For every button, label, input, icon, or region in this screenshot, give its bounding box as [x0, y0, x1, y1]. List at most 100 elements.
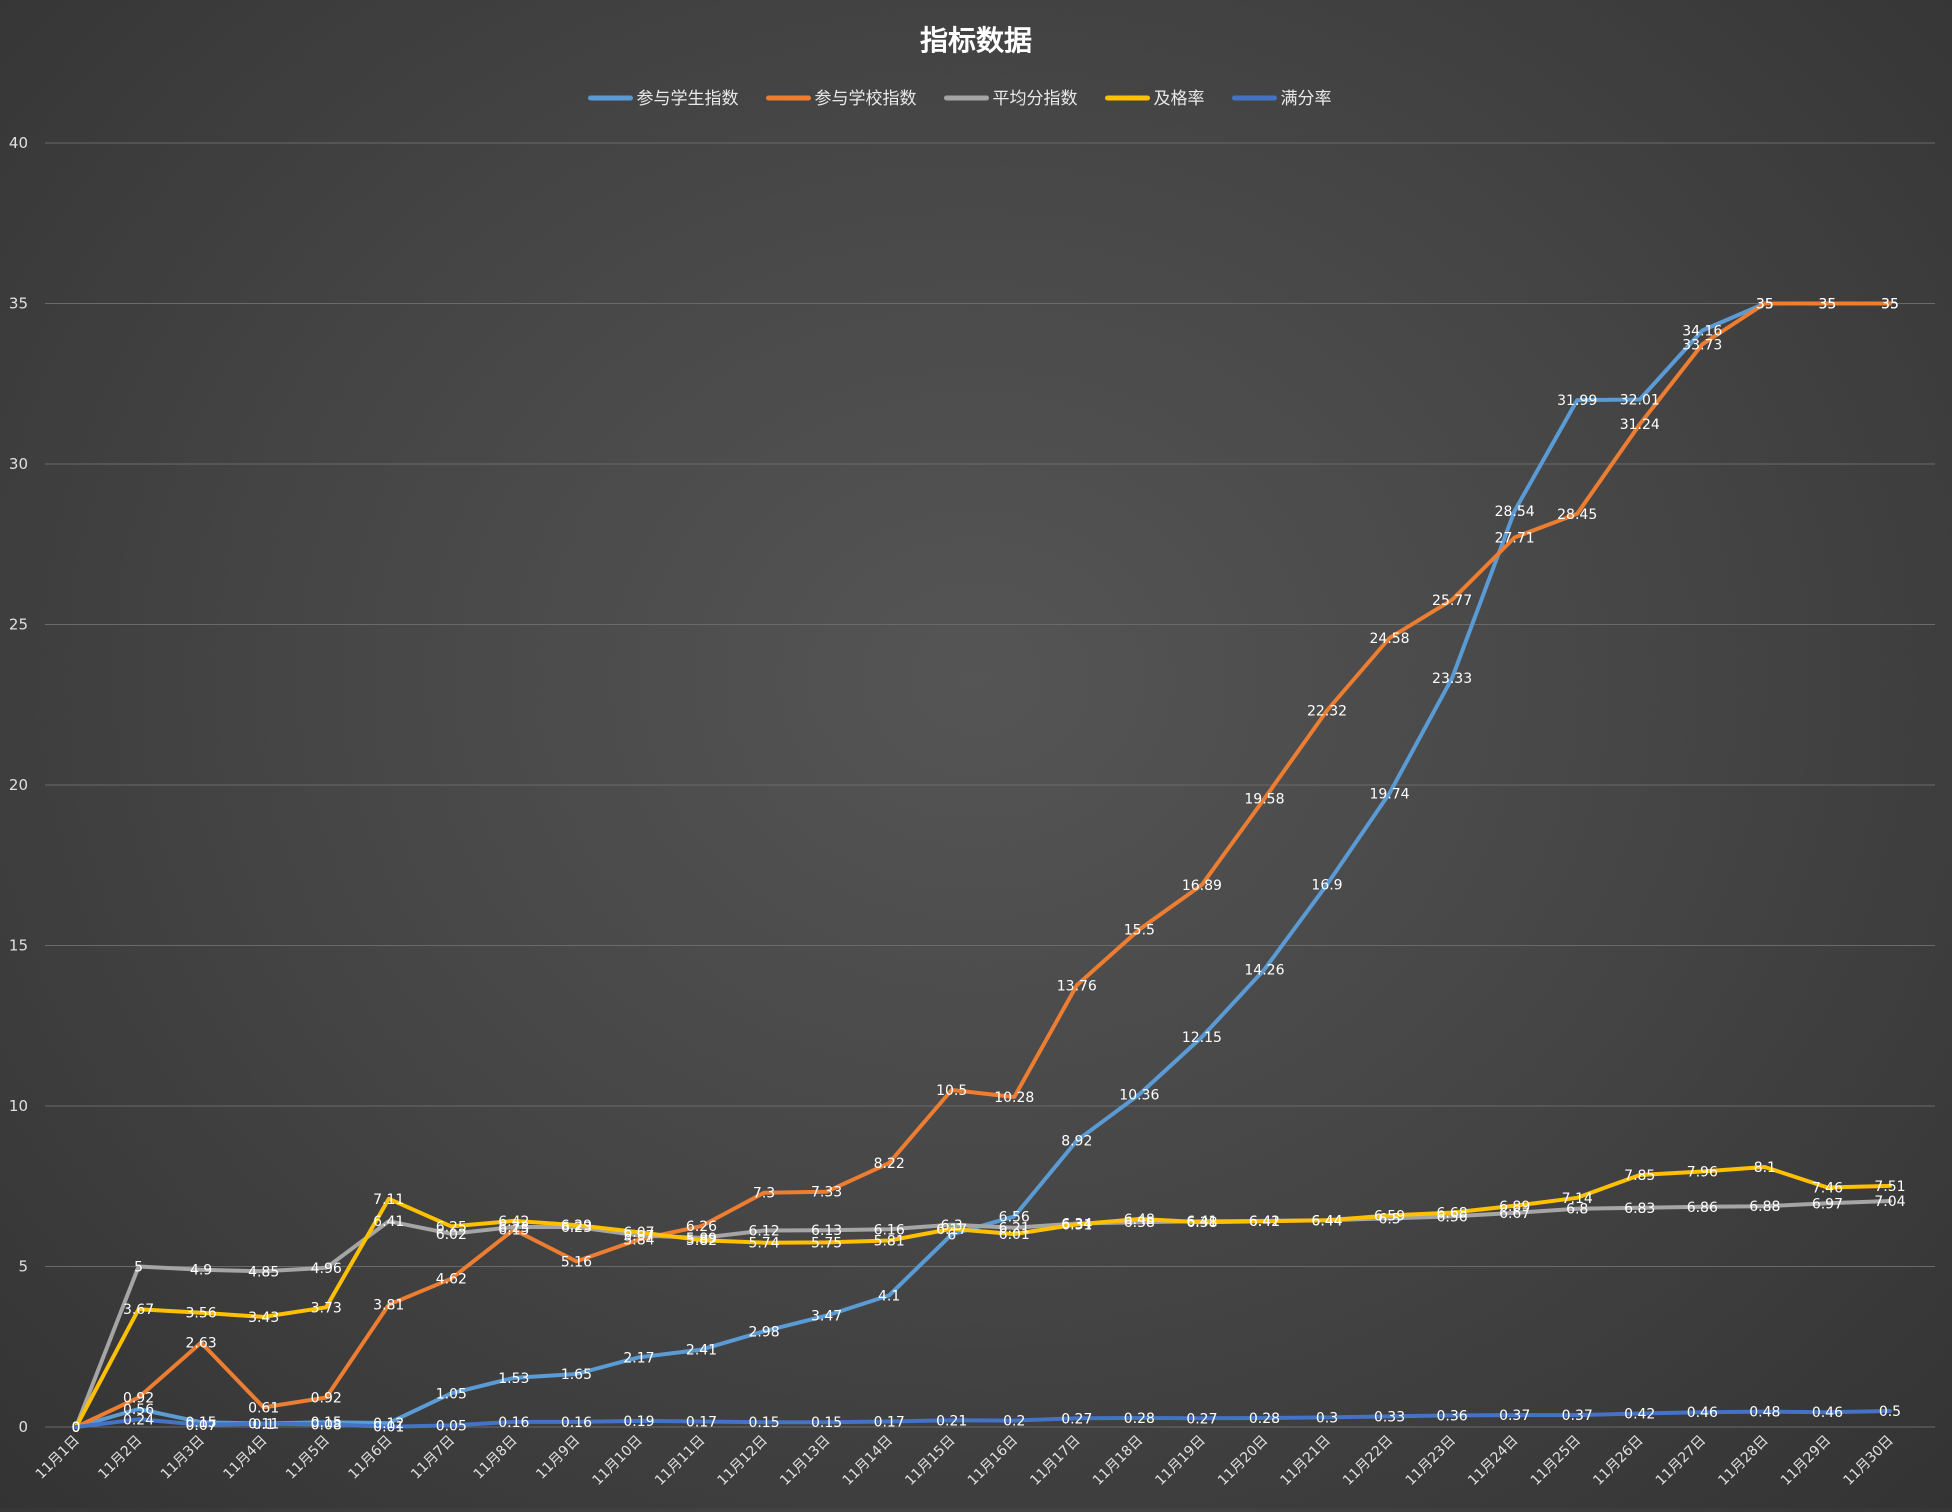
- data-label: 5.84: [623, 1233, 654, 1249]
- series-line-3: [74, 1165, 1892, 1429]
- data-label: 0.27: [1061, 1411, 1092, 1427]
- x-tick-label: 11月10日: [589, 1433, 645, 1489]
- x-tick-label: 11月5日: [283, 1433, 333, 1483]
- data-label: 6.02: [436, 1227, 467, 1243]
- data-label: 2.98: [748, 1324, 779, 1340]
- data-label: 0.08: [311, 1417, 342, 1433]
- data-label: 6.8: [1566, 1202, 1588, 1218]
- series-line-2: [74, 1199, 1892, 1429]
- x-tick-label: 11月15日: [902, 1433, 958, 1489]
- data-label: 0.17: [686, 1415, 717, 1431]
- data-label: 0: [72, 1420, 81, 1436]
- data-label: 24.58: [1370, 631, 1410, 647]
- x-tick-label: 11月13日: [777, 1433, 833, 1489]
- data-label: 23.33: [1432, 671, 1472, 687]
- data-label: 6.97: [1812, 1196, 1843, 1212]
- data-label: 6.59: [1374, 1208, 1405, 1224]
- y-tick-label: 25: [9, 616, 28, 634]
- data-label: 6.15: [498, 1223, 529, 1239]
- data-label: 0.27: [1186, 1411, 1217, 1427]
- data-label: 19.58: [1244, 791, 1284, 807]
- data-label: 5.75: [811, 1235, 842, 1251]
- data-label: 1.53: [498, 1371, 529, 1387]
- x-tick-label: 11月16日: [965, 1433, 1021, 1489]
- y-tick-label: 5: [18, 1258, 28, 1276]
- legend-item-label: 及格率: [1154, 89, 1205, 109]
- data-label: 33.73: [1682, 337, 1722, 353]
- data-label: 3.43: [248, 1310, 279, 1326]
- data-label: 8.22: [874, 1156, 905, 1172]
- data-label: 6.17: [936, 1222, 967, 1238]
- x-tick-label: 11月4日: [220, 1433, 270, 1483]
- chart-title: 指标数据: [920, 24, 1032, 57]
- data-label: 7.33: [811, 1185, 842, 1201]
- data-label: 7.14: [1562, 1191, 1593, 1207]
- data-label: 10.28: [994, 1090, 1034, 1106]
- data-label: 6.38: [1124, 1215, 1155, 1231]
- data-label: 35: [1818, 297, 1836, 313]
- data-labels: 00.560.15 0.11 0.15 0.121.051.53 1.652.17 2.4…: [72, 297, 1906, 1437]
- data-label: 0: [72, 1420, 81, 1436]
- data-label: 6.86: [1687, 1200, 1718, 1216]
- data-label: 7.3: [753, 1186, 775, 1202]
- data-label: 0.37: [1499, 1408, 1530, 1424]
- data-label: 0.46: [1687, 1405, 1718, 1421]
- data-label: 35: [1881, 297, 1899, 313]
- data-label: 16.89: [1182, 878, 1222, 894]
- x-tick-label: 11月11日: [652, 1433, 708, 1489]
- data-label: 16.9: [1311, 878, 1342, 894]
- data-label: 5.82: [686, 1233, 717, 1249]
- x-axis-ticks: 11月1日 11月2日 11月3日 11月4日 11月5日 11月6日 11月7日 11月8日…: [33, 1433, 1897, 1489]
- data-label: 6.16: [874, 1222, 905, 1238]
- data-label: 1.05: [436, 1386, 467, 1402]
- x-tick-label: 11月3日: [158, 1433, 208, 1483]
- legend: 参与学生指数 参与学校指数 平均分指数 及格率 满分率: [588, 89, 1332, 109]
- data-label: 0.21: [936, 1413, 967, 1429]
- data-label: 8.1: [1754, 1160, 1776, 1176]
- series-line-0: [74, 301, 1892, 1429]
- data-label: 6.44: [1311, 1213, 1342, 1229]
- data-label: 0.15: [186, 1415, 217, 1431]
- x-tick-label: 11月17日: [1027, 1433, 1083, 1489]
- data-label: 6.29: [561, 1218, 592, 1234]
- data-label: 0.24: [123, 1412, 154, 1428]
- data-label: 35: [1756, 297, 1774, 313]
- x-tick-label: 11月24日: [1465, 1433, 1521, 1489]
- data-label: 28.45: [1557, 507, 1597, 523]
- x-tick-label: 11月6日: [346, 1433, 396, 1483]
- legend-item-label: 参与学生指数: [637, 89, 739, 109]
- y-tick-label: 15: [9, 937, 28, 955]
- legend-item-label: 满分率: [1281, 89, 1332, 109]
- data-label: 3.73: [311, 1300, 342, 1316]
- data-label: 4.62: [436, 1272, 467, 1288]
- y-tick-label: 40: [9, 134, 28, 152]
- data-label: 0.28: [1124, 1411, 1155, 1427]
- series-lines: [74, 301, 1892, 1429]
- data-label: 3.47: [811, 1309, 842, 1325]
- y-tick-label: 30: [9, 455, 28, 473]
- x-tick-label: 11月1日: [33, 1433, 83, 1483]
- data-label: 0.33: [1374, 1409, 1405, 1425]
- data-label: 2.63: [186, 1336, 217, 1352]
- x-tick-label: 11月19日: [1152, 1433, 1208, 1489]
- data-label: 6.89: [1499, 1199, 1530, 1215]
- data-label: 5.74: [748, 1236, 779, 1252]
- data-label: 6.38: [1186, 1215, 1217, 1231]
- data-label: 0.2: [1003, 1414, 1025, 1430]
- data-label: 28.54: [1495, 504, 1535, 520]
- legend-item-label: 平均分指数: [993, 89, 1078, 109]
- y-tick-label: 10: [9, 1097, 28, 1115]
- series-line-4: [74, 1409, 1892, 1429]
- data-label: 6.13: [811, 1223, 842, 1239]
- data-label: 0.05: [436, 1418, 467, 1434]
- x-tick-label: 11月8日: [471, 1433, 521, 1483]
- x-tick-label: 11月28日: [1715, 1433, 1771, 1489]
- data-label: 6.01: [999, 1227, 1030, 1243]
- data-label: 31.99: [1557, 393, 1597, 409]
- data-label: 0.15: [811, 1415, 842, 1431]
- data-label: 6.41: [1249, 1214, 1280, 1230]
- data-label: 0.46: [1812, 1405, 1843, 1421]
- data-label: 14.26: [1244, 962, 1284, 978]
- data-label: 0.42: [1624, 1407, 1655, 1423]
